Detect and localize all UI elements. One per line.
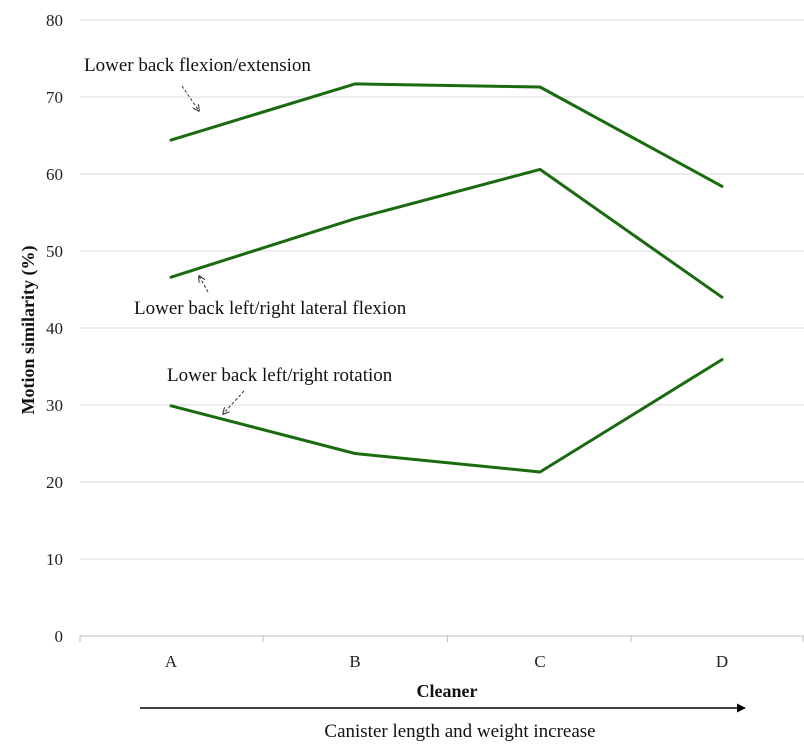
y-tick-label: 0 [55, 627, 64, 646]
x-tick-label-b: B [349, 652, 360, 671]
y-axis-title: Motion similarity (%) [18, 246, 39, 415]
y-tick-label: 20 [46, 473, 63, 492]
series-line-rotation [169, 358, 724, 474]
y-tick-label: 60 [46, 165, 63, 184]
pointer-arrow-lateral-flexion [199, 276, 209, 293]
pointer-arrow-rotation [223, 390, 245, 414]
series-line-lateral-flexion [169, 167, 724, 299]
series-line-flexion-extension [169, 82, 724, 188]
x-axis: A B C D [79, 635, 804, 671]
x-axis-title: Cleaner [417, 681, 478, 701]
y-tick-label: 80 [46, 11, 63, 30]
y-tick-label: 70 [46, 88, 63, 107]
gridlines [80, 19, 804, 560]
series-label-rotation: Lower back left/right rotation [167, 365, 393, 386]
increase-arrow-label: Canister length and weight increase [324, 721, 595, 742]
series-label-lateral-flexion: Lower back left/right lateral flexion [134, 298, 407, 319]
y-tick-label: 10 [46, 550, 63, 569]
x-tick-label-d: D [716, 652, 728, 671]
y-tick-label: 50 [46, 242, 63, 261]
series-label-flexion-extension: Lower back flexion/extension [84, 55, 311, 76]
series-lines [169, 82, 724, 474]
pointer-arrow-flexion-extension [181, 85, 199, 111]
y-axis: 0 10 20 30 40 50 60 70 80 [46, 11, 63, 646]
x-tick-label-a: A [165, 652, 178, 671]
y-tick-label: 40 [46, 319, 63, 338]
x-tick-label-c: C [534, 652, 545, 671]
y-tick-label: 30 [46, 396, 63, 415]
